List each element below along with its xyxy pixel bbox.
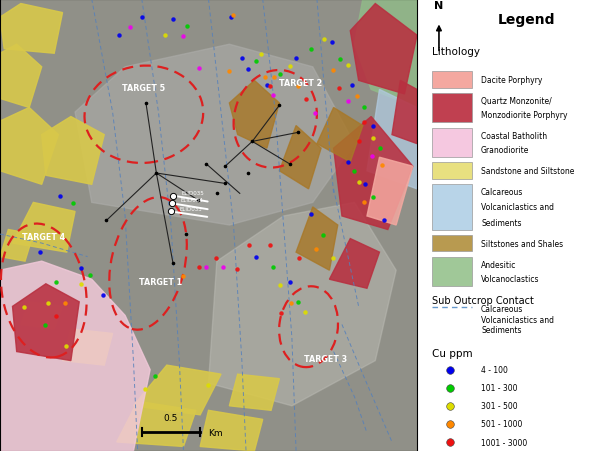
Text: Siltstones and Shales: Siltstones and Shales bbox=[481, 239, 563, 248]
Text: Calcareous: Calcareous bbox=[481, 188, 523, 197]
Polygon shape bbox=[13, 203, 75, 253]
Polygon shape bbox=[280, 126, 321, 189]
Text: ELID035: ELID035 bbox=[181, 190, 204, 195]
Polygon shape bbox=[0, 45, 41, 108]
Polygon shape bbox=[117, 401, 196, 446]
FancyBboxPatch shape bbox=[431, 72, 472, 88]
Text: Lithology: Lithology bbox=[431, 47, 479, 57]
Polygon shape bbox=[355, 0, 417, 108]
Text: 101 - 300: 101 - 300 bbox=[481, 383, 518, 392]
Text: Quartz Monzonite/: Quartz Monzonite/ bbox=[481, 97, 552, 106]
Text: TARGET 1: TARGET 1 bbox=[139, 277, 182, 286]
Text: 0.5: 0.5 bbox=[164, 413, 178, 422]
Polygon shape bbox=[334, 117, 413, 230]
Text: Volcanoclastics: Volcanoclastics bbox=[481, 275, 539, 284]
FancyBboxPatch shape bbox=[431, 235, 472, 252]
Polygon shape bbox=[0, 262, 150, 451]
Polygon shape bbox=[296, 207, 338, 271]
Text: Granodiorite: Granodiorite bbox=[481, 146, 529, 155]
Text: Volcaniclastics and: Volcaniclastics and bbox=[481, 315, 554, 324]
Text: Coastal Batholith: Coastal Batholith bbox=[481, 131, 547, 140]
Text: Calcareous: Calcareous bbox=[481, 304, 523, 313]
Polygon shape bbox=[329, 239, 379, 289]
Text: Monzodiorite Porphyry: Monzodiorite Porphyry bbox=[481, 111, 568, 120]
Text: 301 - 500: 301 - 500 bbox=[481, 401, 518, 410]
Text: Km: Km bbox=[209, 428, 223, 437]
FancyBboxPatch shape bbox=[431, 185, 472, 230]
Text: Legend: Legend bbox=[498, 13, 556, 27]
Text: TARGET 2: TARGET 2 bbox=[278, 79, 322, 88]
Text: Andesitic: Andesitic bbox=[481, 260, 517, 269]
Polygon shape bbox=[13, 284, 79, 361]
Text: ELID033: ELID033 bbox=[179, 206, 202, 212]
Text: TARGET 3: TARGET 3 bbox=[304, 354, 347, 363]
Polygon shape bbox=[133, 365, 221, 415]
Text: 1001 - 3000: 1001 - 3000 bbox=[481, 437, 527, 446]
Polygon shape bbox=[0, 230, 34, 262]
Polygon shape bbox=[200, 410, 263, 451]
FancyBboxPatch shape bbox=[431, 129, 472, 158]
Polygon shape bbox=[0, 108, 58, 185]
Text: 501 - 1000: 501 - 1000 bbox=[481, 419, 523, 428]
Polygon shape bbox=[229, 81, 280, 149]
Text: Dacite Porphyry: Dacite Porphyry bbox=[481, 76, 542, 85]
Polygon shape bbox=[0, 5, 62, 54]
Text: TARGET 4: TARGET 4 bbox=[22, 232, 65, 241]
Text: Volcaniclastics and: Volcaniclastics and bbox=[481, 203, 554, 212]
FancyBboxPatch shape bbox=[431, 94, 472, 123]
Text: ELID034: ELID034 bbox=[180, 198, 203, 203]
FancyBboxPatch shape bbox=[431, 163, 472, 179]
Text: Cu ppm: Cu ppm bbox=[431, 348, 472, 358]
Text: TARGET 5: TARGET 5 bbox=[122, 83, 166, 92]
Polygon shape bbox=[62, 329, 113, 365]
Text: Sediments: Sediments bbox=[481, 218, 521, 227]
Polygon shape bbox=[41, 117, 104, 185]
Text: 4 - 100: 4 - 100 bbox=[481, 365, 508, 374]
Text: N: N bbox=[434, 1, 443, 11]
FancyBboxPatch shape bbox=[431, 257, 472, 286]
Polygon shape bbox=[209, 203, 396, 406]
Text: Sub Outcrop Contact: Sub Outcrop Contact bbox=[431, 295, 533, 305]
Polygon shape bbox=[367, 90, 417, 189]
Polygon shape bbox=[75, 45, 355, 226]
Text: Sandstone and Siltstone: Sandstone and Siltstone bbox=[481, 167, 574, 176]
Polygon shape bbox=[21, 302, 62, 329]
Polygon shape bbox=[367, 158, 413, 226]
Text: Sediments: Sediments bbox=[481, 325, 521, 334]
Polygon shape bbox=[229, 374, 280, 410]
Polygon shape bbox=[392, 81, 417, 144]
Polygon shape bbox=[317, 108, 363, 162]
Polygon shape bbox=[350, 5, 417, 95]
